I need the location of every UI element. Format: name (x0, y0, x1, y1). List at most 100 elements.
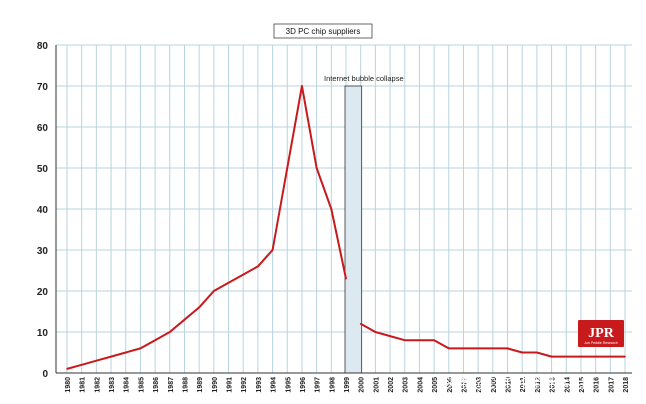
data-point (447, 347, 450, 350)
data-point (124, 351, 127, 354)
data-point (242, 273, 245, 276)
x-tick-label: 2007 (461, 377, 468, 393)
x-tick-label: 1981 (80, 377, 87, 393)
data-point (345, 277, 347, 280)
y-tick-label: 70 (37, 82, 49, 93)
x-tick-label: 1999 (344, 377, 351, 393)
x-tick-label: 1996 (300, 377, 307, 393)
x-tick-label: 2016 (594, 377, 601, 393)
data-point (580, 355, 582, 358)
data-point (477, 347, 479, 350)
data-point (609, 355, 612, 358)
chart-title: 3D PC chip suppliers (286, 27, 361, 36)
data-point (374, 331, 377, 333)
data-point (330, 208, 333, 210)
data-point (271, 249, 274, 251)
data-point (565, 355, 568, 358)
y-tick-label: 30 (37, 246, 49, 257)
x-tick-label: 2014 (564, 377, 571, 393)
x-tick-label: 2001 (373, 377, 380, 393)
data-point (80, 364, 83, 366)
data-point (95, 359, 98, 362)
x-tick-label: 2002 (388, 377, 395, 393)
x-tick-label: 1997 (315, 377, 322, 393)
x-tick-label: 2012 (535, 377, 542, 393)
data-point (492, 347, 494, 350)
data-point (418, 339, 421, 342)
annotation-rect (344, 85, 363, 374)
y-tick-label: 0 (42, 369, 48, 380)
data-point (550, 355, 553, 358)
data-point (462, 347, 465, 350)
chart-title-box: 3D PC chip suppliers (273, 23, 373, 39)
y-tick-label: 10 (37, 328, 49, 339)
jpr-logo: JPR Jon Peddie Research (578, 320, 624, 347)
x-tick-label: 1990 (212, 377, 219, 393)
data-point (139, 347, 142, 350)
watermark-text: 头条 @EETOP半导体社区 (444, 376, 595, 392)
x-tick-label: 2015 (579, 377, 586, 393)
data-point (594, 355, 597, 358)
logo-text: JPR (588, 326, 615, 341)
data-point (315, 167, 318, 169)
data-point (624, 355, 626, 358)
data-point (521, 351, 524, 354)
data-point (301, 85, 303, 87)
x-tick-label: 2011 (520, 377, 527, 392)
x-tick-label: 1982 (94, 377, 101, 393)
axes (55, 45, 632, 374)
data-point (168, 331, 171, 333)
data-point (286, 167, 289, 169)
x-tick-labels: 1980 1981 1982 1983 1984 1985 1986 1987 1988 1989… (65, 377, 630, 393)
logo-subtext: Jon Peddie Research (584, 341, 618, 345)
x-tick-label: 1991 (227, 377, 234, 393)
x-tick-label: 1986 (153, 377, 160, 393)
y-tick-label: 40 (37, 205, 49, 216)
y-tick-label: 20 (37, 287, 49, 298)
series-line-1 (66, 85, 347, 370)
data-point (66, 368, 68, 370)
y-tick-label: 80 (37, 41, 49, 52)
data-point (213, 290, 215, 292)
x-tick-label: 1998 (329, 377, 336, 393)
x-tick-label: 1985 (138, 377, 145, 393)
data-point (110, 355, 112, 358)
x-tick-label: 2018 (623, 377, 630, 393)
data-point (536, 351, 538, 354)
y-tick-label: 60 (37, 123, 49, 134)
x-tick-label: 2010 (506, 377, 513, 393)
x-tick-label: 1992 (241, 377, 248, 393)
data-point (433, 339, 435, 342)
data-point (506, 347, 509, 350)
x-tick-label: 2017 (608, 377, 615, 393)
y-tick-label: 50 (37, 164, 49, 175)
x-tick-label: 1993 (256, 377, 263, 393)
data-point (403, 339, 406, 342)
x-tick-label: 2004 (417, 377, 424, 393)
x-tick-label: 1995 (285, 377, 292, 393)
data-point (198, 306, 200, 309)
x-tick-label: 2005 (432, 377, 439, 393)
data-point (154, 339, 156, 342)
x-tick-label: 2009 (491, 377, 498, 393)
x-tick-label: 1980 (65, 377, 72, 393)
x-tick-label: 1994 (271, 377, 278, 393)
data-point (183, 318, 186, 321)
data-point (227, 282, 230, 284)
data-point (257, 265, 259, 268)
gridlines (56, 44, 632, 374)
x-tick-label: 2013 (550, 377, 557, 393)
x-tick-label: 1983 (109, 377, 116, 393)
x-tick-label: 1988 (182, 377, 189, 393)
series-lines (66, 85, 626, 370)
data-point (389, 335, 391, 337)
x-tick-label: 1984 (124, 377, 131, 393)
x-tick-label: 2003 (403, 377, 410, 393)
annotation-label: Internet bubble collapse (324, 74, 404, 83)
x-tick-label: 2000 (359, 377, 366, 393)
data-point (359, 323, 362, 325)
annotation-band (344, 85, 363, 374)
x-tick-label: 2006 (447, 377, 454, 393)
x-tick-label: 2008 (476, 377, 483, 393)
